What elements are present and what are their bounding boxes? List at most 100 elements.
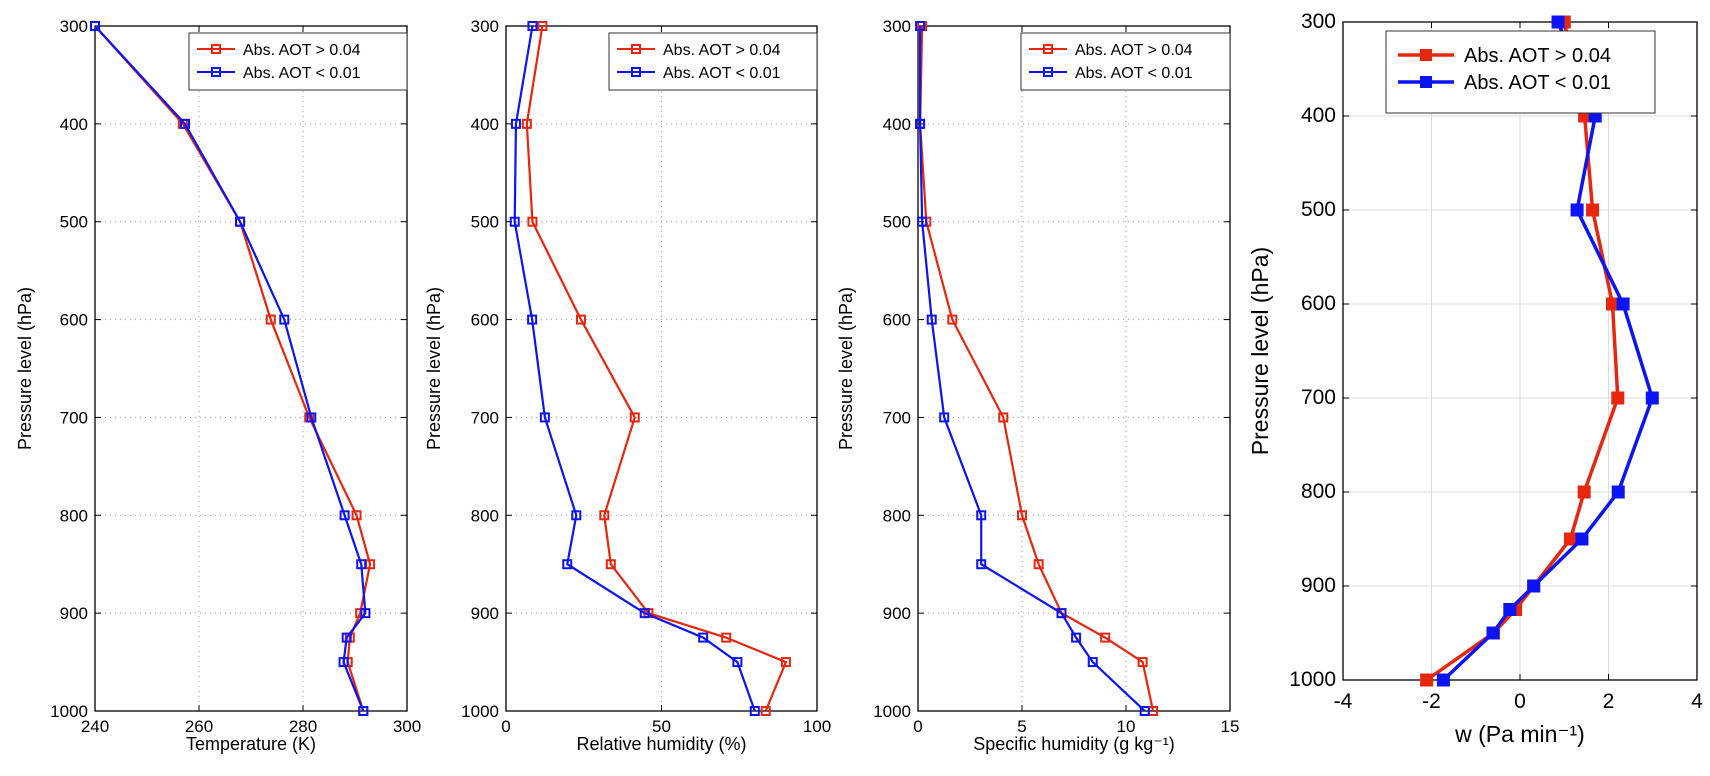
- y-tick-label: 700: [60, 408, 88, 427]
- data-point: [575, 314, 586, 325]
- y-tick-label: 700: [1301, 386, 1336, 409]
- legend-box: [1385, 30, 1656, 114]
- x-tick-label: 280: [289, 717, 317, 736]
- legend: Abs. AOT > 0.04 Abs. AOT < 0.01: [1385, 30, 1656, 114]
- legend-swatch-marker: [211, 67, 221, 77]
- x-tick-label: 100: [803, 717, 831, 736]
- y-tick-label: 500: [60, 213, 88, 232]
- data-point: [1611, 485, 1625, 499]
- y-tick-label: 300: [60, 17, 88, 36]
- chart-panel-1: 240 260 280 300 300 400 500 600 700 800 900 1000 Tem…: [15, 17, 421, 754]
- data-point: [1100, 632, 1111, 643]
- y-axis-title: Pressure level (hPa): [15, 287, 35, 450]
- x-tick-label: 4: [1691, 690, 1703, 713]
- legend-label: Abs. AOT < 0.01: [1464, 72, 1611, 94]
- data-point: [571, 510, 582, 521]
- data-point: [1527, 579, 1541, 593]
- x-tick-label: -4: [1334, 690, 1353, 713]
- series-high-aot: [915, 21, 1159, 716]
- data-point: [279, 314, 290, 325]
- y-tick-label: 400: [60, 115, 88, 134]
- series-line: [94, 25, 372, 712]
- data-point: [306, 412, 317, 423]
- legend-label: Abs. AOT > 0.04: [1075, 42, 1193, 59]
- y-tick-label: 300: [471, 17, 499, 36]
- y-tick-label: 900: [883, 604, 911, 623]
- y-tick-label: 400: [471, 115, 499, 134]
- y-tick-label: 1000: [50, 702, 88, 721]
- x-tick-label: 260: [185, 717, 213, 736]
- series-line: [525, 25, 788, 712]
- data-point: [976, 510, 987, 521]
- data-point: [358, 706, 369, 716]
- data-point: [1486, 626, 1500, 640]
- series-line: [94, 25, 367, 712]
- y-tick-label: 900: [1301, 574, 1336, 597]
- legend-label: Abs. AOT < 0.01: [1075, 65, 1193, 82]
- data-point: [1087, 657, 1098, 668]
- data-point: [1420, 673, 1434, 687]
- data-point: [338, 657, 349, 668]
- series-high-aot: [521, 21, 791, 716]
- series-high-aot: [90, 21, 376, 716]
- chart-panel-4: -4 -2 0 2 4 300 400 500 600 700 800 900 1000 w (Pa mi…: [1247, 10, 1703, 747]
- data-point: [521, 118, 532, 129]
- data-point: [509, 216, 520, 227]
- y-tick-label: 400: [1301, 104, 1336, 127]
- data-point: [698, 632, 709, 643]
- x-tick-label: 50: [652, 717, 671, 736]
- data-point: [749, 706, 760, 716]
- data-point: [1033, 559, 1044, 570]
- x-axis-title: Specific humidity (g kg⁻¹): [973, 734, 1175, 754]
- plot-frame: [505, 25, 818, 712]
- data-point: [1056, 608, 1067, 619]
- data-point: [915, 21, 926, 31]
- data-point: [780, 657, 791, 668]
- data-point: [235, 216, 246, 227]
- data-point: [605, 559, 616, 570]
- y-tick-label: 800: [60, 506, 88, 525]
- data-point: [926, 314, 937, 325]
- legend-label: Abs. AOT > 0.04: [1464, 45, 1611, 67]
- data-point: [629, 412, 640, 423]
- legend-swatch-marker: [631, 44, 641, 54]
- data-point: [527, 216, 538, 227]
- data-point: [179, 118, 190, 129]
- data-point: [1577, 485, 1591, 499]
- plot-frame: [94, 25, 408, 712]
- data-point: [939, 412, 950, 423]
- y-tick-label: 300: [1301, 10, 1336, 33]
- y-tick-label: 800: [1301, 480, 1336, 503]
- data-point: [1139, 706, 1150, 716]
- legend-swatch-marker: [1043, 67, 1053, 77]
- y-tick-label: 500: [1301, 198, 1336, 221]
- plot-frame: [1342, 21, 1698, 681]
- data-point: [539, 412, 550, 423]
- legend-swatch-marker: [631, 67, 641, 77]
- y-tick-label: 1000: [461, 702, 499, 721]
- legend-swatch-marker: [1420, 49, 1432, 61]
- legend-box: [608, 32, 818, 91]
- data-point: [976, 559, 987, 570]
- data-point: [1570, 203, 1584, 217]
- data-point: [265, 314, 276, 325]
- x-tick-label: 2: [1603, 690, 1615, 713]
- x-tick-label: 15: [1221, 717, 1240, 736]
- series-low-aot: [90, 21, 371, 716]
- data-point: [1071, 632, 1082, 643]
- x-tick-label: 300: [393, 717, 421, 736]
- legend-label: Abs. AOT > 0.04: [663, 42, 781, 59]
- data-point: [356, 559, 367, 570]
- y-tick-label: 1000: [1289, 668, 1336, 691]
- series-line: [513, 25, 756, 712]
- y-tick-label: 800: [883, 506, 911, 525]
- y-tick-label: 400: [883, 115, 911, 134]
- legend-swatch-marker: [211, 44, 221, 54]
- data-point: [599, 510, 610, 521]
- legend-label: Abs. AOT > 0.04: [243, 42, 361, 59]
- data-point: [917, 216, 928, 227]
- y-axis-title: Pressure level (hPa): [424, 287, 444, 450]
- y-tick-label: 900: [60, 604, 88, 623]
- series-line: [1442, 21, 1655, 682]
